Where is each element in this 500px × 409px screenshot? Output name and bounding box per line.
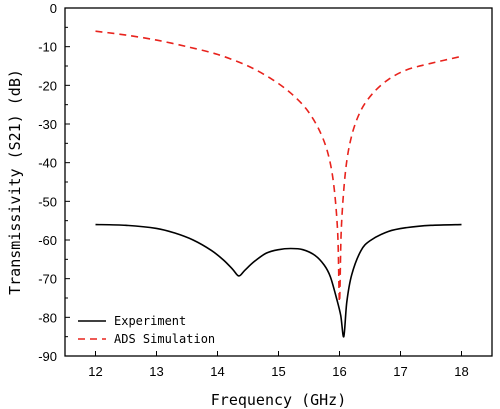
y-tick-label: -70: [38, 272, 57, 287]
x-tick-label: 12: [88, 364, 102, 379]
y-tick-label: -80: [38, 310, 57, 325]
series-line-ads-simulation: [95, 30, 462, 303]
legend-label: ADS Simulation: [114, 332, 215, 346]
x-tick-label: 13: [149, 364, 163, 379]
y-tick-label: -20: [38, 78, 57, 93]
x-tick-label: 17: [393, 364, 407, 379]
y-axis-title: Transmissivity (S21) (dB): [6, 69, 24, 295]
y-tick-label: -50: [38, 194, 57, 209]
x-axis-title: Frequency (GHz): [211, 391, 346, 409]
x-tick-label: 15: [271, 364, 285, 379]
y-tick-label: -60: [38, 233, 57, 248]
legend-label: Experiment: [114, 314, 186, 328]
series-group: [95, 30, 462, 338]
legend: Experiment ADS Simulation: [78, 314, 215, 346]
y-tick-label: -10: [38, 40, 57, 55]
x-tick-label: 14: [210, 364, 224, 379]
axis-ticks: 12 13 14 15 16 17 18 0 -10 -20 -30 -40 -50 -60 -70 -80 -…: [38, 1, 469, 379]
y-tick-label: -40: [38, 156, 57, 171]
y-tick-label: -90: [38, 349, 57, 364]
x-tick-label: 16: [332, 364, 346, 379]
plot-frame: [64, 7, 493, 357]
x-tick-label: 18: [454, 364, 468, 379]
y-tick-label: 0: [50, 1, 57, 16]
y-tick-label: -30: [38, 117, 57, 132]
series-line-experiment: [95, 223, 462, 338]
